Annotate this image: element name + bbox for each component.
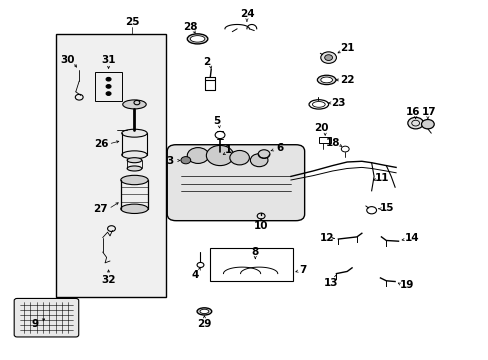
Circle shape	[421, 120, 433, 129]
Text: 25: 25	[124, 17, 139, 27]
Text: 2: 2	[203, 57, 209, 67]
Text: 24: 24	[239, 9, 254, 19]
Text: 18: 18	[325, 138, 340, 148]
Ellipse shape	[121, 204, 148, 213]
Text: 3: 3	[166, 156, 173, 166]
Text: 26: 26	[94, 139, 109, 149]
Ellipse shape	[122, 151, 147, 159]
Text: 9: 9	[32, 319, 39, 329]
Text: 13: 13	[324, 278, 338, 288]
Ellipse shape	[317, 75, 335, 85]
Ellipse shape	[122, 129, 147, 137]
Ellipse shape	[122, 100, 146, 109]
Text: 1: 1	[225, 145, 232, 156]
Circle shape	[324, 55, 332, 60]
Text: 23: 23	[330, 98, 345, 108]
Circle shape	[187, 148, 208, 163]
Text: 16: 16	[405, 107, 420, 117]
Circle shape	[250, 154, 267, 167]
Bar	[56, 34, 166, 297]
Ellipse shape	[197, 308, 211, 315]
Ellipse shape	[127, 166, 142, 171]
Circle shape	[106, 77, 111, 81]
Circle shape	[320, 52, 336, 63]
Ellipse shape	[187, 34, 207, 44]
Text: 21: 21	[339, 42, 354, 53]
Text: 15: 15	[379, 203, 394, 213]
Text: 20: 20	[314, 123, 328, 133]
Text: 11: 11	[374, 173, 389, 183]
Text: 5: 5	[213, 116, 220, 126]
Text: 7: 7	[299, 265, 306, 275]
Circle shape	[106, 85, 111, 88]
Circle shape	[181, 157, 190, 164]
Bar	[210, 248, 293, 281]
Text: 32: 32	[101, 275, 116, 285]
Text: 27: 27	[93, 204, 107, 214]
Ellipse shape	[320, 77, 332, 83]
Text: 6: 6	[276, 143, 283, 153]
Text: 31: 31	[101, 55, 116, 66]
Text: 30: 30	[60, 55, 75, 66]
Text: 29: 29	[197, 319, 211, 329]
Text: 28: 28	[183, 22, 198, 32]
FancyBboxPatch shape	[14, 298, 79, 337]
Bar	[95, 72, 122, 101]
Text: 12: 12	[319, 233, 333, 243]
Circle shape	[407, 117, 423, 129]
Text: 19: 19	[399, 280, 413, 290]
Circle shape	[106, 92, 111, 95]
Ellipse shape	[190, 36, 204, 42]
Ellipse shape	[127, 158, 142, 163]
Ellipse shape	[200, 309, 208, 314]
Circle shape	[258, 150, 269, 158]
Text: 8: 8	[251, 247, 258, 257]
Circle shape	[206, 145, 233, 166]
Bar	[318, 137, 330, 143]
Text: 14: 14	[404, 233, 418, 243]
FancyBboxPatch shape	[167, 145, 304, 221]
Text: 10: 10	[253, 221, 268, 231]
Text: 4: 4	[191, 270, 199, 280]
Ellipse shape	[121, 175, 148, 185]
Circle shape	[229, 150, 249, 165]
Text: 22: 22	[339, 75, 354, 85]
Text: 17: 17	[421, 107, 436, 117]
